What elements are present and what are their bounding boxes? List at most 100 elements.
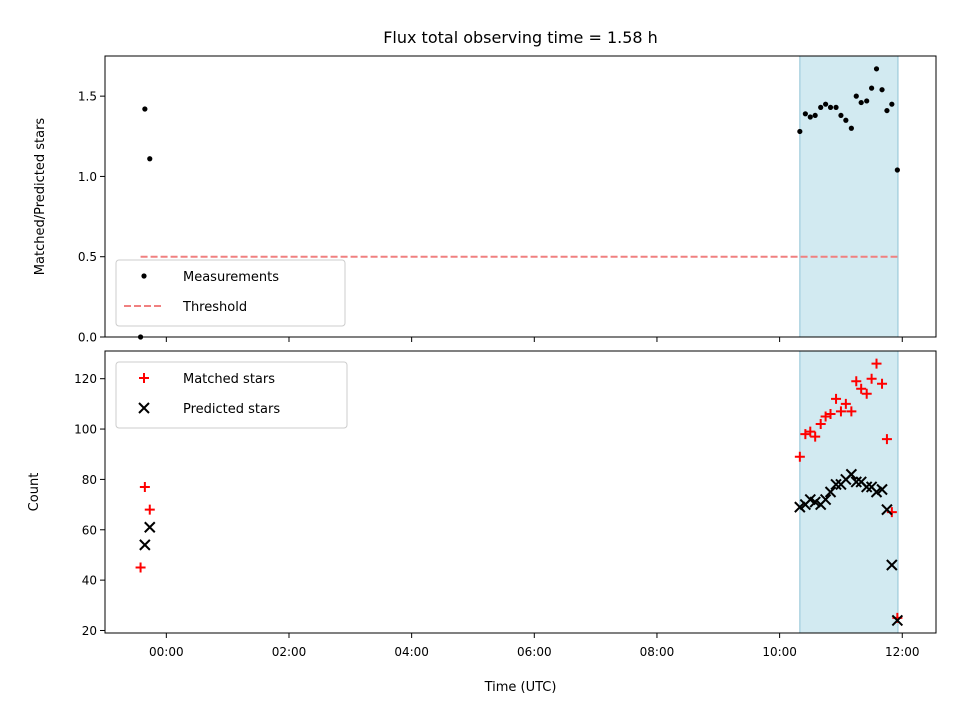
x-tick-label: 06:00 <box>517 645 552 659</box>
matched-star-point <box>139 481 150 492</box>
measurement-point <box>848 125 854 131</box>
matched-star-point <box>825 408 836 419</box>
measurement-point <box>797 128 803 135</box>
predicted-star-point <box>850 476 862 488</box>
measurement-point <box>853 93 859 99</box>
ratio-x-ticks <box>165 337 903 342</box>
observing-window-span <box>799 55 899 338</box>
measurement-point <box>802 111 808 117</box>
matched-star-point <box>856 383 867 394</box>
predicted-star-point <box>876 483 888 496</box>
y-tick-label: 0.0 <box>78 331 97 345</box>
legend-box <box>115 361 348 429</box>
count-series <box>135 358 904 627</box>
matched-star-point <box>851 376 862 387</box>
x-tick-label: 08:00 <box>640 645 675 659</box>
measurement-point <box>884 107 890 114</box>
x-tick-label: 02:00 <box>272 645 307 659</box>
measurement-point <box>894 167 900 173</box>
legend-swatch <box>138 402 150 414</box>
count-legend: Matched stars Predicted stars <box>115 361 348 429</box>
predicted-star-point <box>881 503 893 516</box>
matched-star-point <box>815 419 826 430</box>
predicted-star-point <box>144 521 156 533</box>
ratio-legend: Measurements Threshold <box>115 259 346 327</box>
observing-window-span <box>799 350 899 634</box>
count-y-axis: 20 40 60 80 100 120 <box>74 372 105 638</box>
y-tick-label: 0.5 <box>78 250 97 264</box>
y-tick-label: 20 <box>82 624 97 638</box>
y-tick-label: 100 <box>74 423 97 437</box>
count-axes-frame <box>104 350 937 634</box>
matched-star-point <box>866 373 877 384</box>
ratio-y-axis-label: Matched/Predicted stars <box>33 118 48 276</box>
measurement-point <box>838 112 844 119</box>
measurement-point <box>869 85 875 91</box>
legend-label: Predicted stars <box>183 402 280 417</box>
highlight-span <box>799 350 899 634</box>
highlight-span <box>799 55 899 338</box>
matched-star-point <box>871 358 882 369</box>
measurement-point <box>142 106 148 112</box>
legend-box <box>115 259 346 327</box>
matched-star-point <box>810 431 821 442</box>
predicted-star-point <box>845 468 858 481</box>
measurement-point <box>827 104 834 110</box>
matched-star-point <box>840 398 851 409</box>
y-tick-label: 1.0 <box>78 170 97 184</box>
matched-star-point <box>135 562 146 573</box>
x-tick-label: 04:00 <box>394 645 429 659</box>
matched-star-point <box>794 451 805 462</box>
predicted-star-point <box>886 559 898 571</box>
predicted-star-point <box>819 493 832 506</box>
count-y-axis-label: Count <box>27 473 42 512</box>
matched-star-point <box>846 406 857 417</box>
measurement-point <box>812 112 818 119</box>
measurement-point <box>873 66 880 72</box>
matched-star-point <box>881 434 892 445</box>
predicted-star-point <box>824 486 837 498</box>
measurement-point <box>858 99 864 106</box>
ratio-series <box>137 66 900 340</box>
x-tick-label: 10:00 <box>762 645 797 659</box>
matched-star-point <box>877 378 888 389</box>
x-tick-label: 12:00 <box>885 645 920 659</box>
predicted-star-point <box>830 478 842 491</box>
y-tick-label: 80 <box>82 473 97 487</box>
ratio-panel: 0.0 0.5 1.0 1.5 Matched/Predicted stars Mea… <box>33 55 937 345</box>
predicted-star-point <box>860 481 873 493</box>
predicted-star-point <box>139 539 151 551</box>
matched-star-point <box>144 504 155 515</box>
chart-title: Flux total observing time = 1.58 h <box>383 28 658 47</box>
measurement-point <box>147 156 153 162</box>
y-tick-label: 1.5 <box>78 90 97 104</box>
measurement-point <box>843 117 849 123</box>
measurement-point <box>864 98 870 104</box>
matched-star-point <box>831 393 842 404</box>
legend-label: Matched stars <box>183 372 275 387</box>
y-tick-label: 120 <box>74 372 97 386</box>
predicted-star-point <box>891 614 904 627</box>
count-x-axis: 00:00 02:00 04:00 06:00 08:00 10:00 12:00 <box>149 633 920 659</box>
ratio-y-axis: 0.0 0.5 1.0 1.5 <box>78 90 105 345</box>
matched-star-point <box>861 388 872 399</box>
legend-swatch <box>139 373 149 383</box>
measurement-point <box>879 87 885 93</box>
matched-star-point <box>805 426 816 437</box>
legend-swatch <box>141 273 147 279</box>
x-tick-label: 00:00 <box>149 645 184 659</box>
measurement-point <box>823 101 829 107</box>
matched-star-point <box>835 406 846 417</box>
ratio-axes-frame <box>104 55 937 338</box>
legend-label: Threshold <box>182 300 247 315</box>
count-panel: 20 40 60 80 100 120 00:00 02:00 04:00 06:00 08:00… <box>27 350 937 695</box>
measurement-point <box>833 104 839 110</box>
time-x-axis-label: Time (UTC) <box>484 680 557 695</box>
legend-label: Measurements <box>183 270 279 285</box>
y-tick-label: 40 <box>82 574 97 588</box>
y-tick-label: 60 <box>82 523 97 537</box>
measurement-point <box>807 114 813 120</box>
measurement-point <box>818 104 824 110</box>
measurement-point <box>889 101 895 107</box>
